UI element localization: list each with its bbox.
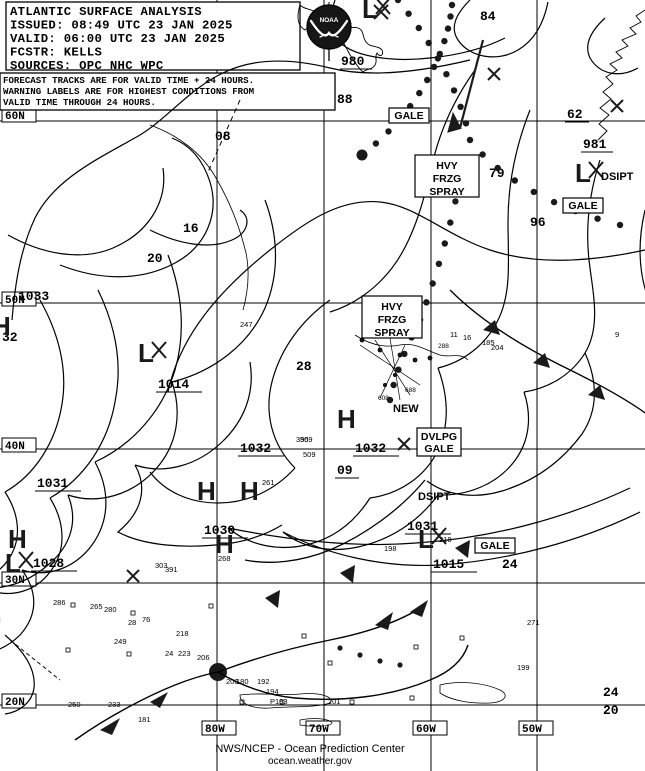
svg-text:688: 688 [405,387,416,394]
svg-text:DSIPT: DSIPT [418,491,451,503]
svg-text:1014: 1014 [158,377,189,392]
svg-text:VALID: 06:00 UTC 23 JAN 2025: VALID: 06:00 UTC 23 JAN 2025 [10,32,225,46]
svg-text:288: 288 [438,343,449,350]
svg-text:24: 24 [603,685,619,700]
svg-text:199: 199 [517,663,530,672]
svg-text:1032: 1032 [240,441,271,456]
svg-text:250: 250 [68,700,81,709]
svg-text:40N: 40N [5,441,25,453]
svg-text:9: 9 [615,330,619,339]
svg-text:280: 280 [104,605,117,614]
svg-text:ISSUED: 08:49 UTC 23 JAN 2025: ISSUED: 08:49 UTC 23 JAN 2025 [10,19,233,33]
svg-text:192: 192 [257,677,270,686]
svg-text:1028: 1028 [33,556,64,571]
svg-text:NWS/NCEP - Ocean Prediction Ce: NWS/NCEP - Ocean Prediction Center [215,743,405,755]
svg-text:24: 24 [165,649,173,658]
svg-text:24: 24 [502,557,518,572]
svg-text:NOAA: NOAA [320,17,339,24]
svg-text:28: 28 [128,618,136,627]
svg-text:50W: 50W [522,724,542,736]
svg-text:76: 76 [142,615,150,624]
svg-text:08: 08 [215,129,231,144]
svg-text:11: 11 [450,330,458,339]
svg-text:198: 198 [384,544,397,553]
svg-text:ocean.weather.gov: ocean.weather.gov [268,756,352,767]
svg-text:84: 84 [480,9,496,24]
svg-text:FCSTR: KELLS: FCSTR: KELLS [10,46,102,60]
svg-text:181: 181 [138,715,151,724]
svg-text:NEW: NEW [393,403,419,415]
svg-text:1031: 1031 [37,476,68,491]
svg-text:28: 28 [296,359,312,374]
svg-text:GALE: GALE [480,540,509,552]
svg-text:980: 980 [341,54,365,69]
svg-text:HVY: HVY [436,160,458,172]
svg-text:16: 16 [183,221,199,236]
svg-text:20: 20 [147,251,163,266]
svg-text:271: 271 [527,618,540,627]
svg-text:261: 261 [262,478,275,487]
svg-text:391: 391 [165,565,178,574]
svg-text:DVLPG: DVLPG [421,431,457,443]
svg-text:981: 981 [583,137,607,152]
svg-text:20: 20 [603,703,619,718]
svg-text:GALE: GALE [568,200,597,212]
svg-text:62: 62 [567,107,583,122]
svg-text:218: 218 [176,629,189,638]
svg-text:60W: 60W [416,724,436,736]
svg-text:509: 509 [303,450,316,459]
svg-text:233: 233 [108,700,121,709]
svg-text:16: 16 [463,333,471,342]
svg-text:1015: 1015 [433,557,464,572]
svg-text:VALID TIME THROUGH 24 HOURS.: VALID TIME THROUGH 24 HOURS. [3,97,156,108]
svg-text:WARNING LABELS ARE FOR HIGHEST: WARNING LABELS ARE FOR HIGHEST CONDITION… [3,86,255,97]
svg-text:247: 247 [240,320,253,329]
svg-text:HVY: HVY [381,301,403,313]
svg-text:SOURCES: OPC NHC WPC: SOURCES: OPC NHC WPC [10,59,164,73]
svg-text:265: 265 [90,602,103,611]
svg-text:FRZG: FRZG [433,173,462,185]
svg-text:80W: 80W [205,724,225,736]
svg-text:60N: 60N [5,111,25,123]
svg-text:286: 286 [53,598,66,607]
svg-text:P193: P193 [270,697,288,706]
svg-text:SPRAY: SPRAY [429,186,464,198]
svg-text:09: 09 [337,463,353,478]
svg-text:ATLANTIC SURFACE ANALYSIS: ATLANTIC SURFACE ANALYSIS [10,5,202,19]
svg-text:395: 395 [296,435,309,444]
svg-text:SPRAY: SPRAY [374,327,409,339]
svg-text:223: 223 [178,649,191,658]
svg-text:204: 204 [491,343,504,352]
svg-text:96: 96 [530,215,546,230]
svg-text:GALE: GALE [424,443,453,455]
svg-text:206: 206 [197,653,210,662]
svg-text:DSIPT: DSIPT [601,171,634,183]
svg-text:249: 249 [114,637,127,646]
svg-text:FRZG: FRZG [378,314,407,326]
svg-text:1032: 1032 [355,441,386,456]
svg-text:1033: 1033 [18,289,49,304]
svg-text:88: 88 [337,92,353,107]
svg-text:GALE: GALE [394,110,423,122]
